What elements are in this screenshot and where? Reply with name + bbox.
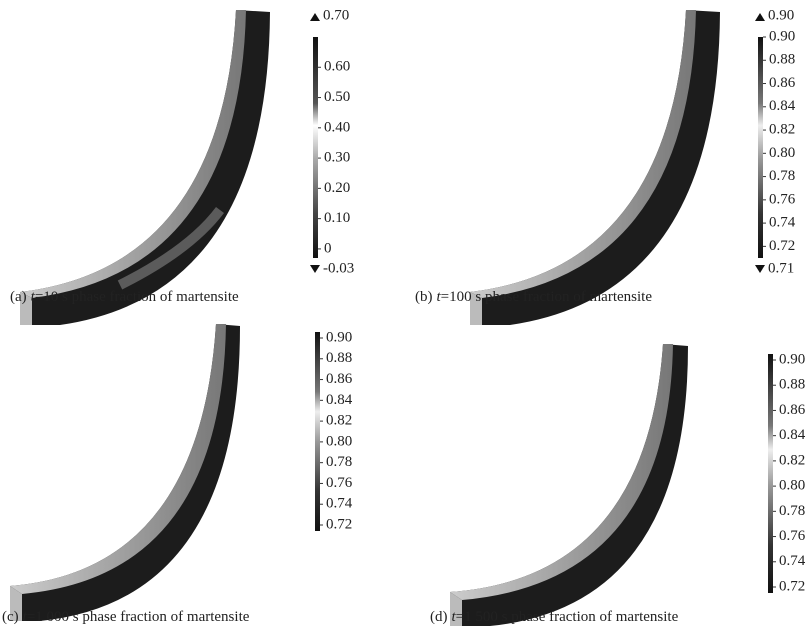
tick-label: 0.80	[779, 478, 805, 494]
tick-label: 0.40	[324, 119, 350, 135]
caption: (b)t=100 s phase fraction of martensite	[415, 289, 652, 305]
tick-label: 0.20	[324, 180, 350, 196]
tick-label: 0.72	[769, 238, 795, 254]
min-marker	[755, 265, 765, 273]
tick-label: 0.86	[769, 75, 796, 91]
max-label: 0.90	[768, 7, 794, 23]
tick-label: 0.10	[324, 210, 350, 226]
max-marker	[755, 13, 765, 21]
tick-label: 0.82	[769, 121, 795, 137]
caption-text: =10 s phase fraction of martensite	[35, 289, 239, 305]
tick-label: 0.84	[326, 392, 353, 408]
tick-label: 0.74	[769, 215, 796, 231]
figure: 0.60 0.50 0.40 0.30 0.20 0.10 0 0.70 -0.03 (a)t=1…	[0, 0, 811, 633]
tick-label: 0.82	[779, 452, 805, 468]
tick-label: 0.86	[326, 371, 353, 387]
tick-label: 0.90	[769, 28, 795, 44]
caption-label: (d)	[430, 609, 448, 625]
caption-label: (b)	[415, 289, 433, 305]
caption-label: (c)	[2, 609, 19, 625]
max-marker	[310, 13, 320, 21]
min-marker	[310, 265, 320, 273]
min-label: 0.71	[768, 260, 794, 276]
caption: (c)t=1 000 s phase fraction of martensit…	[2, 609, 250, 625]
caption-text: =1 000 s phase fraction of martensite	[27, 609, 250, 625]
tick-label: 0.76	[779, 528, 806, 544]
tick-label: 0.90	[326, 329, 352, 345]
tick-label: 0.76	[769, 191, 796, 207]
tick-label: 0.74	[326, 496, 353, 512]
tick-label: 0.74	[779, 553, 806, 569]
colorbar	[768, 354, 773, 593]
tick-label: 0.72	[326, 516, 352, 532]
tick-label: 0.84	[779, 427, 806, 443]
tick-label: 0.88	[769, 52, 795, 68]
caption-label: (a)	[10, 289, 27, 305]
tick-label: 0.82	[326, 413, 352, 429]
tick-label: 0.88	[779, 377, 805, 393]
panel: 0.90 0.88 0.86 0.84 0.82 0.80 0.78 0.76 0.74 0.72…	[430, 351, 806, 625]
tick-label: 0.90	[779, 351, 805, 367]
caption: (a)t=10 s phase fraction of martensite	[10, 289, 239, 305]
tick-label: 0.76	[326, 475, 353, 491]
min-label: -0.03	[323, 260, 354, 276]
tick-label: 0.50	[324, 89, 350, 105]
bar-rendering	[470, 10, 720, 325]
bar-rendering	[10, 324, 240, 621]
tick-label: 0.86	[779, 402, 806, 418]
colorbar	[313, 37, 318, 258]
bar-rendering	[20, 10, 270, 325]
tick-label: 0.80	[769, 145, 795, 161]
tick-label: 0.88	[326, 350, 352, 366]
tick-label: 0.80	[326, 433, 352, 449]
colorbar	[758, 37, 763, 258]
caption-text: =1 500 s phase fraction of martensite	[456, 609, 679, 625]
bar-rendering	[450, 344, 688, 626]
tick-label: 0.78	[326, 454, 352, 470]
tick-label: 0.72	[779, 578, 805, 594]
tick-label: 0.78	[769, 168, 795, 184]
tick-label: 0.30	[324, 150, 350, 166]
max-label: 0.70	[323, 7, 349, 23]
tick-label: 0.60	[324, 59, 350, 75]
caption-text: =100 s phase fraction of martensite	[441, 289, 653, 305]
tick-label: 0.78	[779, 503, 805, 519]
renderings	[10, 10, 720, 626]
colorbar	[315, 332, 320, 531]
caption: (d)t=1 500 s phase fraction of martensit…	[430, 609, 679, 625]
tick-label: 0.84	[769, 98, 796, 114]
tick-label: 0	[324, 240, 332, 256]
